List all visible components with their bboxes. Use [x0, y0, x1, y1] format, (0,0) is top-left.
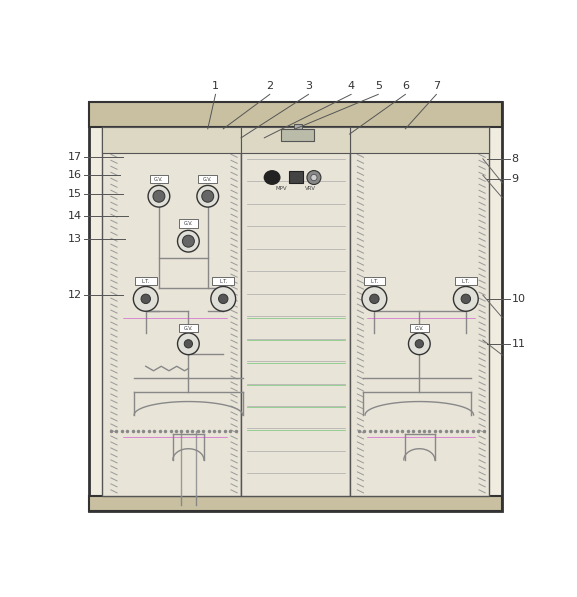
Bar [294, 124, 302, 129]
Text: 5: 5 [374, 81, 382, 91]
Bar [241, 127, 350, 153]
Text: L.T.: L.T. [462, 279, 470, 284]
Text: 14: 14 [68, 211, 82, 221]
Text: 17: 17 [68, 152, 82, 162]
Text: VRV: VRV [305, 186, 316, 191]
Text: 7: 7 [433, 81, 440, 91]
Bar [149, 174, 168, 183]
Text: MPV: MPV [276, 186, 287, 191]
Bar [179, 324, 198, 332]
Bar [350, 127, 489, 153]
Bar [455, 277, 477, 285]
Circle shape [454, 287, 478, 311]
Bar [350, 127, 489, 496]
Bar [410, 324, 429, 332]
Text: G.V.: G.V. [203, 177, 212, 181]
Bar [282, 129, 314, 141]
Circle shape [219, 294, 228, 304]
Circle shape [370, 294, 379, 304]
Bar [102, 127, 241, 153]
Text: 8: 8 [512, 154, 519, 164]
Bar [135, 277, 156, 285]
Bar [241, 127, 350, 496]
Circle shape [307, 171, 321, 184]
Text: 13: 13 [68, 234, 82, 244]
Text: 9: 9 [512, 174, 519, 184]
Bar [198, 174, 217, 183]
Circle shape [461, 294, 470, 304]
Text: 11: 11 [512, 339, 526, 349]
Bar [89, 496, 502, 511]
Circle shape [182, 235, 194, 247]
Text: 4: 4 [347, 81, 355, 91]
Text: L.T.: L.T. [370, 279, 379, 284]
Text: L.T.: L.T. [219, 279, 227, 284]
Text: L.T.: L.T. [142, 279, 150, 284]
Circle shape [178, 333, 199, 355]
Text: G.V.: G.V. [415, 327, 424, 331]
Bar [89, 102, 502, 127]
Circle shape [148, 186, 170, 207]
Circle shape [311, 174, 317, 181]
Text: 10: 10 [512, 294, 526, 304]
Circle shape [178, 230, 199, 252]
Text: 2: 2 [266, 81, 273, 91]
Circle shape [415, 340, 424, 348]
Text: 6: 6 [402, 81, 409, 91]
Circle shape [211, 287, 235, 311]
Circle shape [202, 190, 213, 202]
Text: 1: 1 [212, 81, 219, 91]
Bar [289, 171, 303, 183]
Text: 16: 16 [68, 170, 82, 180]
Text: 12: 12 [68, 290, 82, 300]
Bar [212, 277, 234, 285]
Ellipse shape [264, 171, 280, 184]
Circle shape [409, 333, 430, 355]
Text: G.V.: G.V. [183, 221, 193, 226]
Text: 3: 3 [305, 81, 312, 91]
Bar [102, 127, 241, 496]
Circle shape [153, 190, 165, 202]
Bar [364, 277, 385, 285]
Circle shape [133, 287, 158, 311]
Bar [179, 220, 198, 227]
Text: 15: 15 [68, 189, 82, 199]
Circle shape [197, 186, 219, 207]
Circle shape [362, 287, 387, 311]
Text: G.V.: G.V. [154, 177, 164, 181]
Circle shape [184, 340, 193, 348]
Circle shape [141, 294, 151, 304]
Text: G.V.: G.V. [183, 327, 193, 331]
